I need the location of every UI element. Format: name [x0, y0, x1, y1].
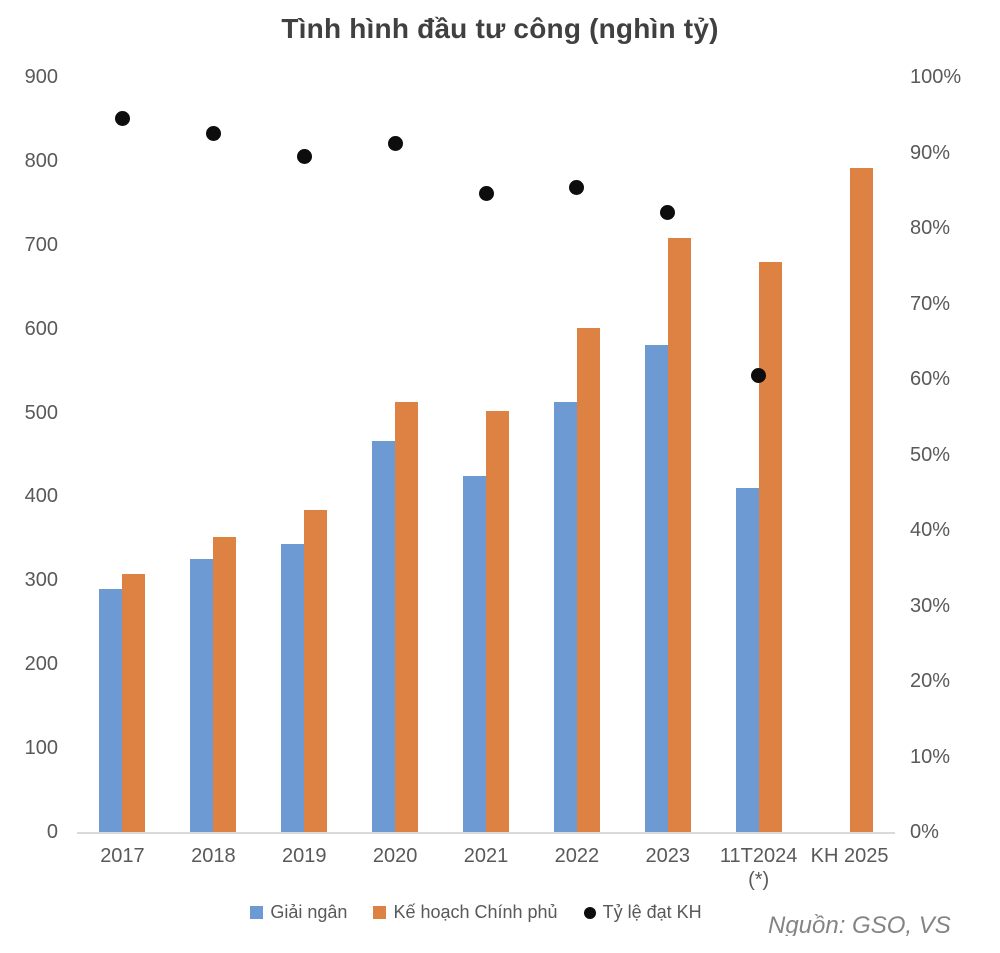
y-axis-right-tick: 20%: [910, 670, 951, 692]
x-axis-category-label: 2020: [372, 845, 418, 867]
y-axis-right-tick: 100%: [910, 66, 962, 88]
bar-ke-hoach: [213, 536, 237, 832]
y-axis-left-tick: 0: [46, 821, 58, 843]
y-axis-left-tick: 600: [24, 317, 58, 340]
y-axis-left-tick: 200: [24, 653, 58, 676]
x-axis-category-sublabel: (*): [748, 869, 770, 891]
y-axis-right-tick: 10%: [910, 745, 951, 768]
legend-item-ty-le: Tỷ lệ đạt KH: [583, 902, 702, 923]
bar-ke-hoach: [758, 261, 782, 832]
data-point-ty-le: [478, 185, 494, 201]
y-axis-right-tick: 60%: [910, 368, 951, 390]
bar-giai-ngan: [372, 441, 396, 832]
y-axis-left-tick: 100: [24, 737, 58, 760]
data-point-ty-le: [751, 368, 767, 384]
bar-ke-hoach: [576, 327, 600, 832]
chart-title: Tình hình đầu tư công (nghìn tỷ): [281, 13, 719, 44]
data-point-ty-le: [114, 111, 130, 127]
x-axis-category-label: 2018: [191, 845, 236, 867]
legend-label: Kế hoạch Chính phủ: [393, 902, 558, 922]
data-point-ty-le: [569, 180, 585, 196]
y-axis-left-tick: 300: [24, 569, 58, 592]
x-axis-category-label: 11T2024 (*): [709, 844, 809, 892]
y-axis-right-tick: 30%: [910, 594, 951, 617]
bar-giai-ngan: [735, 488, 759, 832]
chart-legend: Giải ngân Kế hoạch Chính phủ Tỷ lệ đạt K…: [0, 902, 1000, 923]
y-axis-right-tick: 0%: [910, 821, 939, 843]
x-axis-category-label: KH 2025: [810, 845, 889, 867]
source-note: Nguồn: GSO, VS: [768, 912, 951, 936]
data-point-ty-le: [387, 135, 403, 151]
bar-ke-hoach: [122, 573, 146, 832]
legend-swatch-black-dot: [583, 906, 596, 919]
bar-giai-ngan: [553, 402, 577, 832]
bar-giai-ngan: [99, 588, 123, 832]
y-axis-right-tick: 50%: [910, 443, 951, 466]
bar-ke-hoach: [395, 402, 419, 832]
y-axis-left-tick: 400: [24, 485, 58, 508]
y-axis-right-tick: 70%: [910, 292, 951, 315]
legend-item-ke-hoach: Kế hoạch Chính phủ: [373, 902, 558, 923]
x-axis-category-label: 2023: [645, 845, 691, 867]
x-axis-category-label: 2021: [463, 845, 509, 867]
y-axis-left-tick: 900: [24, 66, 58, 88]
y-axis-left-tick: 800: [24, 149, 58, 172]
y-axis-left-tick: 500: [24, 401, 58, 424]
y-axis-left-tick: 700: [24, 233, 58, 256]
bar-ke-hoach: [849, 168, 873, 832]
y-axis-right-tick: 40%: [910, 519, 951, 541]
y-axis-right-tick: 80%: [910, 217, 951, 239]
bar-giai-ngan: [281, 544, 305, 832]
data-point-ty-le: [205, 126, 221, 142]
legend-swatch-orange-square: [373, 906, 387, 919]
legend-swatch-blue-square: [250, 906, 264, 919]
y-axis-right-tick: 90%: [910, 141, 951, 164]
legend-label: Tỷ lệ đạt KH: [602, 902, 702, 922]
bar-giai-ngan: [190, 559, 214, 832]
data-point-ty-le: [296, 148, 312, 164]
bar-ke-hoach: [667, 238, 691, 832]
legend-label: Giải ngân: [270, 902, 348, 922]
bar-ke-hoach: [304, 509, 328, 832]
x-axis-category-label: 2022: [554, 845, 600, 867]
x-axis-category-label: 2017: [100, 845, 145, 867]
data-point-ty-le: [660, 205, 676, 221]
bar-giai-ngan: [463, 476, 486, 832]
bar-giai-ngan: [644, 345, 668, 832]
legend-item-giai-ngan: Giải ngân: [250, 902, 347, 923]
bar-ke-hoach: [486, 410, 509, 832]
x-axis-line: [77, 832, 895, 834]
x-axis-category-label: 2019: [281, 845, 327, 867]
